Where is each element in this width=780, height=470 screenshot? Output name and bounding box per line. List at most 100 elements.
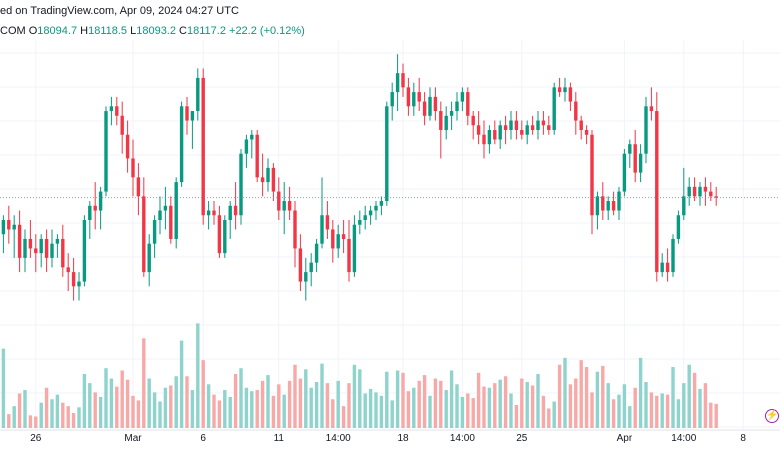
volume-bar [88,383,92,428]
candle-body [223,220,227,254]
candle-body [277,191,281,211]
volume-bar [309,387,313,428]
chart-header: ed on TradingView.com, Apr 09, 2024 04:2… [0,0,780,40]
volume-bar [185,376,189,428]
candle-body [644,106,648,154]
volume-bar [61,402,65,428]
x-tick-label: 8 [740,433,746,444]
candle-body [201,77,205,216]
volume-bar [331,399,335,428]
volume-bar [466,393,470,428]
candle-body [341,234,346,239]
volume-bar [633,387,637,428]
candle-body [498,125,502,140]
change-value: +22.2 (+0.12%) [229,25,305,37]
x-tick-label: 11 [274,433,285,444]
candle-body [120,115,124,135]
volume-bar [50,399,54,428]
volume-bar [390,400,394,428]
volume-bar [482,386,486,428]
volume-bar [217,400,222,428]
candle-body [395,73,400,93]
volume-bar [698,388,702,428]
volume-bar [174,376,178,428]
low-label: L [130,25,137,37]
volume-bar [206,384,211,428]
x-tick-label: 26 [30,433,42,444]
candle-body [228,205,232,220]
high-value: 18118.5 [88,25,128,37]
candle-body [606,201,610,211]
volume-bar [709,402,713,428]
volume-bar [622,384,627,428]
volume-bar [428,395,432,428]
candle-body [439,111,443,130]
candle-body [601,196,605,211]
volume-bar [104,368,108,428]
volume-bar [638,357,643,428]
volume-bar [66,406,70,428]
candle-body [617,191,621,211]
candle-body [412,92,416,107]
candle-body [655,111,659,273]
volume-bar [649,392,654,428]
volume-bar [190,390,195,428]
candle-body [325,215,330,230]
candle-body [714,196,718,198]
high-label: H [80,25,89,37]
candle-body [163,205,168,211]
candle-body [39,238,43,254]
volume-bar [271,395,276,428]
volume-bar [676,399,681,428]
candle-body [433,96,438,112]
candle-body [320,215,324,244]
volume-bar [17,393,22,428]
candle-body [444,115,448,130]
volume-bar [282,394,286,428]
candle-body [590,134,594,216]
x-tick-label: 14:00 [671,433,696,444]
volume-bar [665,394,670,428]
low-value: 18093.2 [136,25,176,37]
volume-bar [147,378,151,428]
volume-bar [449,370,454,428]
candle-body [401,73,405,88]
x-tick-label: 25 [516,433,528,444]
volume-bar [1,348,6,428]
volume-bar [568,384,573,428]
volume-bar [244,387,249,428]
volume-bar [584,367,589,428]
candle-body [314,243,319,263]
candle-body [628,144,632,154]
candle-body [547,125,551,130]
volume-bar [422,375,427,428]
candle-body [595,196,600,216]
candle-body [385,106,389,202]
volume-bar [574,378,578,428]
candle-body [676,215,681,239]
volume-bar [536,373,540,428]
x-tick-label: 14:00 [326,433,351,444]
volume-bar [401,372,405,428]
volume-bar [239,368,243,428]
volume-bar [250,391,254,428]
volume-bar [368,388,373,428]
candle-body [147,243,151,273]
volume-bar [406,391,411,428]
volume-bar [412,387,416,428]
candle-body [152,220,157,244]
candle-body [206,210,211,216]
candle-body [34,248,38,254]
lightning-icon[interactable]: ⚡ [765,409,779,423]
candle-body [703,186,708,192]
candle-body [347,238,351,273]
candle-body [136,177,141,197]
volume-bar [347,383,351,428]
candle-body [142,196,146,273]
x-tick-label: Apr [617,433,633,444]
candle-body [212,210,216,216]
volume-bar [152,392,157,428]
volume-bar [460,396,465,428]
candle-body [298,248,303,282]
